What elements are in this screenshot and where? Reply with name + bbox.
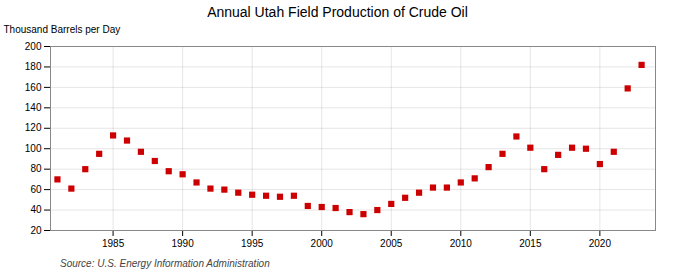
svg-text:120: 120 xyxy=(25,122,42,133)
svg-text:1985: 1985 xyxy=(102,238,125,249)
html-text:Annual Utah Field Production o: Annual Utah Field Production of Crude Oi… xyxy=(207,4,468,20)
svg-text:180: 180 xyxy=(25,61,42,72)
svg-text:1990: 1990 xyxy=(172,238,195,249)
svg-text:200: 200 xyxy=(25,41,42,52)
svg-text:2010: 2010 xyxy=(450,238,473,249)
svg-text:100: 100 xyxy=(25,143,42,154)
svg-text:1995: 1995 xyxy=(241,238,264,249)
svg-text:2020: 2020 xyxy=(589,238,612,249)
svg-text:160: 160 xyxy=(25,82,42,93)
svg-text:80: 80 xyxy=(30,163,42,174)
html-text:Source: U.S. Energy Informatio: Source: U.S. Energy Information Administ… xyxy=(60,258,270,269)
svg-text:2005: 2005 xyxy=(380,238,403,249)
svg-text:2015: 2015 xyxy=(519,238,542,249)
svg-text:60: 60 xyxy=(30,184,42,195)
svg-text:20: 20 xyxy=(30,225,42,236)
svg-text:2000: 2000 xyxy=(311,238,334,249)
svg-text:40: 40 xyxy=(30,204,42,215)
svg-text:140: 140 xyxy=(25,102,42,113)
svg-text:Thousand Barrels per Day: Thousand Barrels per Day xyxy=(4,24,121,35)
